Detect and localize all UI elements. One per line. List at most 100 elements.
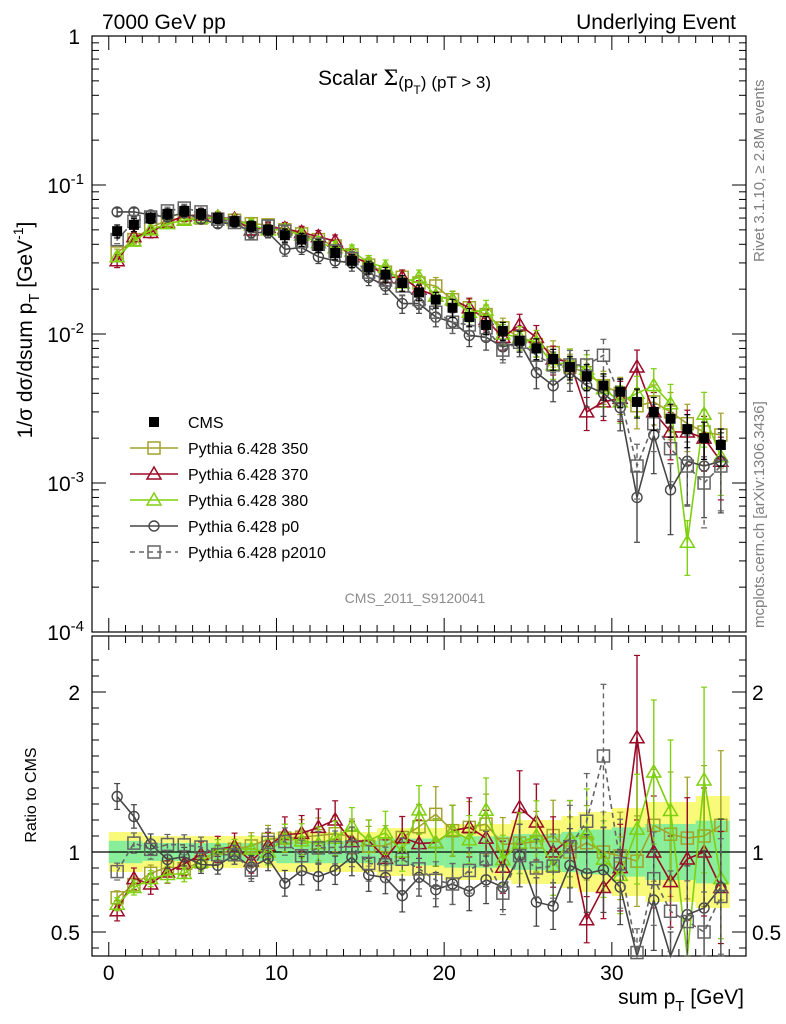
data-point <box>346 255 357 266</box>
mcplots-label: mcplots.cern.ch [arXiv:1306.3436] <box>751 401 768 628</box>
ratio-point <box>597 864 610 876</box>
legend-marker <box>149 417 159 427</box>
analysis-id-label: CMS_2011_S9120041 <box>345 590 486 606</box>
x-tick-label: 10 <box>265 962 288 985</box>
data-point <box>581 371 592 382</box>
data-point <box>380 269 391 280</box>
ratio-point <box>680 914 695 929</box>
legend-label: Pythia 6.428 380 <box>188 493 308 510</box>
ratio-point <box>160 837 175 852</box>
ratio-point <box>175 865 193 880</box>
ratio-point <box>695 771 713 786</box>
legend-label: Pythia 6.428 p2010 <box>188 545 326 562</box>
ratio-plot-frame <box>91 635 747 957</box>
ratio-point <box>110 864 124 879</box>
data-point <box>578 403 595 418</box>
ratio-point <box>613 856 627 871</box>
data-point <box>477 301 495 316</box>
data-point <box>128 206 140 218</box>
data-point <box>497 325 508 336</box>
ratio-point <box>127 836 141 850</box>
legend-label: Pythia 6.428 370 <box>188 467 308 484</box>
plot-title: Scalar Σ(pT) (pT > 3) <box>318 66 491 97</box>
data-point <box>108 248 126 263</box>
ratio-point <box>461 831 478 846</box>
ratio-point <box>412 862 426 876</box>
data-point <box>108 252 126 267</box>
legend-marker <box>145 465 163 480</box>
ratio-point <box>630 945 644 960</box>
ratio-point <box>446 878 459 890</box>
data-point <box>175 211 193 226</box>
data-point <box>363 262 374 273</box>
ratio-point <box>111 790 123 803</box>
data-point <box>112 226 123 237</box>
data-point <box>679 533 696 549</box>
legend-marker <box>148 520 160 532</box>
legend-marker <box>147 545 161 559</box>
ratio-point <box>244 863 259 877</box>
ratio-point <box>445 877 460 891</box>
data-point <box>632 396 642 407</box>
y-axis-label: 1/σ dσ/dsum pT [GeV-1] <box>10 222 43 439</box>
ratio-point <box>329 864 341 876</box>
ratio-point <box>177 838 191 852</box>
legend-entry: CMS <box>149 415 224 432</box>
ratio-point <box>546 859 560 873</box>
data-point <box>514 335 525 346</box>
data-point <box>414 287 424 298</box>
ratio-point <box>663 904 678 919</box>
ratio-point <box>328 840 342 855</box>
ratio-point <box>427 834 445 849</box>
legend-entry: Pythia 6.428 380 <box>130 491 308 510</box>
ratio-point <box>311 841 326 855</box>
data-point <box>564 362 575 373</box>
data-point <box>179 205 190 216</box>
data-point <box>246 221 257 232</box>
ratio-point <box>211 847 225 862</box>
ratio-point <box>377 824 394 839</box>
x-axis-label: sum pT [GeV] <box>618 986 744 1015</box>
data-point <box>125 232 143 247</box>
ratio-point <box>125 879 143 894</box>
data-point <box>263 224 274 235</box>
y-tick-label: 10-1 <box>47 171 84 198</box>
ratio-point <box>378 858 393 872</box>
ratio-point <box>697 925 711 939</box>
data-point <box>330 247 341 258</box>
ratio-point <box>480 874 492 886</box>
data-point <box>628 358 646 373</box>
ratio-point <box>679 850 696 865</box>
series-cms <box>112 205 726 467</box>
data-point <box>229 216 240 227</box>
data-point <box>128 219 139 230</box>
ratio-point <box>662 873 679 888</box>
data-point <box>481 319 492 330</box>
ratio-point <box>310 835 327 850</box>
ratio-point <box>345 840 359 854</box>
ratio-point <box>529 861 544 875</box>
ratio-y-tick-label-right: 0.5 <box>752 922 781 945</box>
beam-label: 7000 GeV pp <box>102 11 226 34</box>
data-point <box>212 213 223 224</box>
ratio-point <box>276 829 294 844</box>
ratio-plot-series <box>108 654 730 960</box>
data-point <box>162 208 173 219</box>
data-point <box>615 386 626 397</box>
rivet-version-label: Rivet 3.1.10, ≥ 2.8M events <box>751 80 768 263</box>
ratio-point <box>312 870 325 883</box>
ratio-point <box>279 877 291 890</box>
ratio-y-tick-label: 0.5 <box>51 922 80 945</box>
ratio-point <box>596 749 611 763</box>
ratio-point <box>647 871 661 886</box>
data-point <box>530 366 543 379</box>
ratio-y-tick-label-right: 2 <box>752 682 764 705</box>
ratio-y-axis-label: Ratio to CMS <box>23 747 40 842</box>
ratio-point <box>395 852 409 867</box>
x-tick-label: 0 <box>103 962 115 985</box>
data-point <box>410 268 428 284</box>
ratio-point <box>294 848 309 863</box>
ratio-point <box>628 820 646 835</box>
legend-label: CMS <box>188 415 224 432</box>
data-point <box>699 433 710 444</box>
